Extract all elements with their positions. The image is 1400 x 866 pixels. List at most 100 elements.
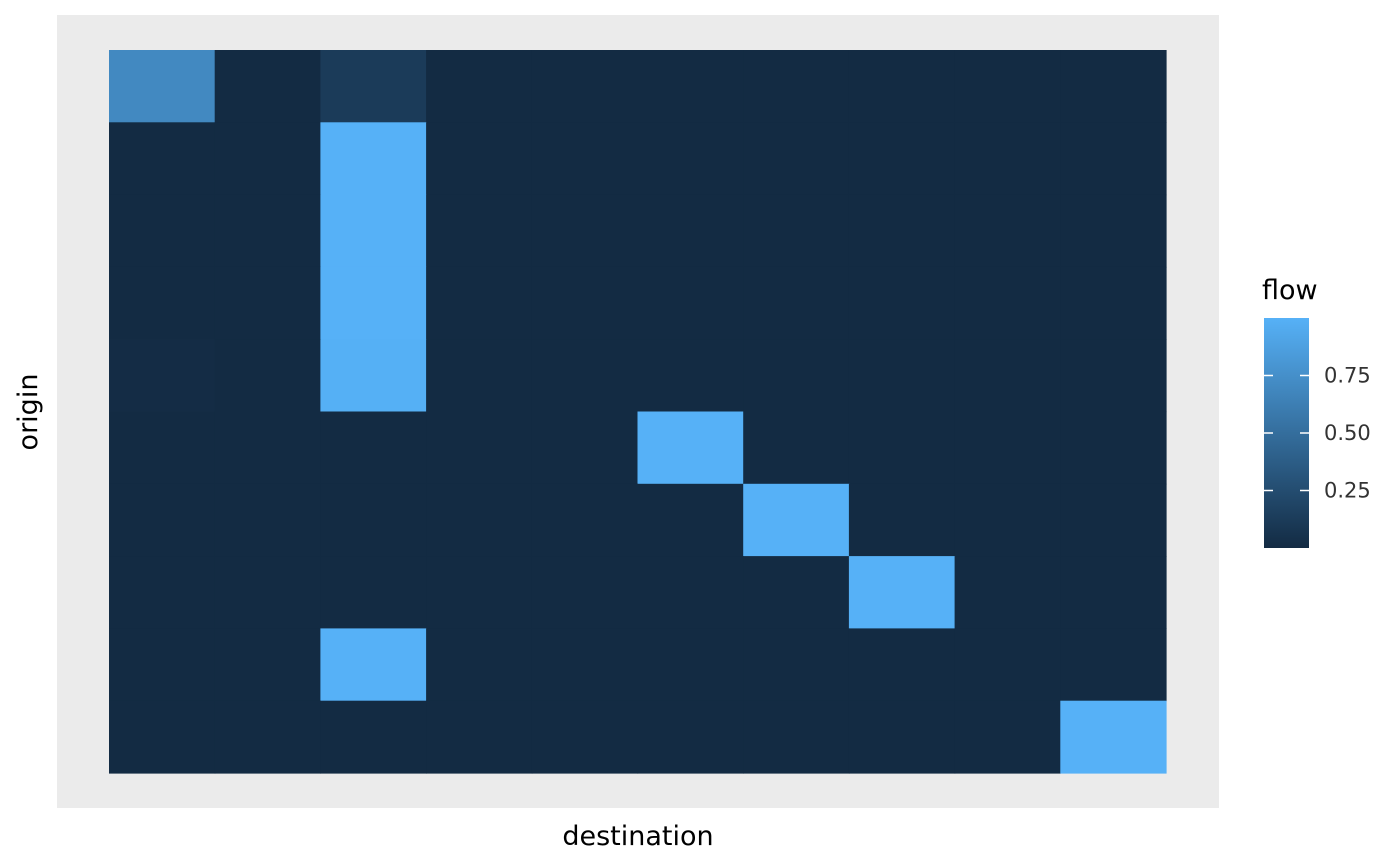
- heatmap-cell-r7-c5: [637, 556, 744, 629]
- heatmap-cell-r4-c8: [954, 339, 1061, 413]
- heatmap-cell-r7-c4: [531, 556, 639, 629]
- heatmap-cell-r3-c2: [320, 266, 427, 340]
- heatmap-cell-r0-c1: [214, 50, 321, 123]
- heatmap-cell-r3-c4: [531, 266, 639, 340]
- heatmap-cell-r6-c7: [848, 483, 956, 557]
- heatmap-cell-r2-c5: [637, 194, 744, 268]
- heatmap-cell-r4-c7: [848, 339, 956, 413]
- heatmap-cell-r9-c1: [214, 700, 321, 774]
- heatmap-cell-r2-c3: [426, 194, 533, 268]
- legend-tick-label-0: 0.25: [1324, 479, 1371, 503]
- heatmap-cell-r3-c3: [426, 266, 533, 340]
- heatmap-cell-r4-c4: [531, 339, 639, 413]
- heatmap-cell-r9-c5: [637, 700, 744, 774]
- heatmap-cell-r5-c4: [531, 411, 639, 485]
- legend: flow 0.25 0.50 0.75: [1262, 275, 1371, 548]
- heatmap-cell-r7-c9: [1060, 556, 1167, 629]
- heatmap-cell-r5-c0: [109, 411, 216, 485]
- heatmap-cell-r5-c5: [637, 411, 744, 485]
- heatmap-cell-r0-c0: [109, 50, 216, 123]
- heatmap-cell-r3-c0: [109, 266, 216, 340]
- heatmap-cell-r4-c1: [214, 339, 321, 413]
- legend-ticks: 0.25 0.50 0.75: [1264, 364, 1371, 503]
- heatmap-cell-r2-c4: [531, 194, 639, 268]
- heatmap-cell-r8-c4: [531, 628, 639, 702]
- heatmap-cell-r1-c0: [109, 122, 216, 196]
- heatmap-cell-r8-c9: [1060, 628, 1167, 702]
- heatmap-cell-r0-c3: [426, 50, 533, 123]
- legend-title: flow: [1262, 275, 1318, 306]
- heatmap-cell-r8-c5: [637, 628, 744, 702]
- heatmap-cell-r0-c9: [1060, 50, 1167, 123]
- heatmap-cell-r4-c6: [743, 339, 850, 413]
- heatmap-cell-r9-c9: [1060, 700, 1167, 774]
- heatmap-cell-r7-c3: [426, 556, 533, 629]
- heatmap-cell-r9-c4: [531, 700, 639, 774]
- heatmap-cell-r7-c1: [214, 556, 321, 629]
- legend-tick-label-1: 0.50: [1324, 421, 1371, 445]
- heatmap-cell-r1-c4: [531, 122, 639, 196]
- heatmap-cell-r0-c6: [743, 50, 850, 123]
- heatmap-cell-r9-c2: [320, 700, 427, 774]
- heatmap-cell-r2-c1: [214, 194, 321, 268]
- heatmap-cell-r9-c7: [848, 700, 956, 774]
- heatmap-cell-r0-c7: [848, 50, 956, 123]
- heatmap-cell-r3-c9: [1060, 266, 1167, 340]
- heatmap-cell-r9-c3: [426, 700, 533, 774]
- heatmap-cell-r2-c8: [954, 194, 1061, 268]
- heatmap-cell-r8-c2: [320, 628, 427, 702]
- heatmap-cell-r2-c6: [743, 194, 850, 268]
- heatmap-cell-r2-c7: [848, 194, 956, 268]
- heatmap-cell-r5-c2: [320, 411, 427, 485]
- heatmap-cell-r2-c9: [1060, 194, 1167, 268]
- heatmap-cell-r1-c2: [320, 122, 427, 196]
- heatmap-cell-r8-c1: [214, 628, 321, 702]
- heatmap-cell-r6-c1: [214, 483, 321, 557]
- heatmap-cell-r5-c7: [848, 411, 956, 485]
- heatmap-cell-r9-c8: [954, 700, 1061, 774]
- heatmap-cell-r1-c3: [426, 122, 533, 196]
- heatmap-cell-r4-c3: [426, 339, 533, 413]
- heatmap-cell-r5-c8: [954, 411, 1061, 485]
- heatmap-cell-r7-c7: [848, 556, 956, 629]
- heatmap-cells: [109, 50, 1167, 774]
- heatmap-cell-r8-c6: [743, 628, 850, 702]
- heatmap-cell-r5-c3: [426, 411, 533, 485]
- heatmap-cell-r4-c0: [109, 339, 216, 413]
- heatmap-cell-r5-c9: [1060, 411, 1167, 485]
- heatmap-cell-r7-c8: [954, 556, 1061, 629]
- heatmap-cell-r0-c8: [954, 50, 1061, 123]
- heatmap-cell-r9-c6: [743, 700, 850, 774]
- heatmap-cell-r4-c2: [320, 339, 427, 413]
- heatmap-cell-r5-c1: [214, 411, 321, 485]
- heatmap-cell-r4-c9: [1060, 339, 1167, 413]
- heatmap-cell-r2-c2: [320, 194, 427, 268]
- heatmap-cell-r6-c4: [531, 483, 639, 557]
- heatmap-cell-r7-c2: [320, 556, 427, 629]
- heatmap-cell-r1-c9: [1060, 122, 1167, 196]
- heatmap-cell-r5-c6: [743, 411, 850, 485]
- heatmap-cell-r8-c8: [954, 628, 1061, 702]
- x-axis-title: destination: [562, 821, 713, 852]
- heatmap-cell-r0-c5: [637, 50, 744, 123]
- heatmap-cell-r6-c3: [426, 483, 533, 557]
- legend-tick-label-2: 0.75: [1324, 364, 1371, 388]
- heatmap-cell-r8-c3: [426, 628, 533, 702]
- y-axis-title: origin: [13, 374, 44, 451]
- heatmap-cell-r8-c0: [109, 628, 216, 702]
- heatmap-cell-r1-c8: [954, 122, 1061, 196]
- heatmap-cell-r1-c6: [743, 122, 850, 196]
- heatmap-cell-r6-c6: [743, 483, 850, 557]
- heatmap-cell-r6-c0: [109, 483, 216, 557]
- heatmap-cell-r1-c5: [637, 122, 744, 196]
- heatmap-cell-r0-c4: [531, 50, 639, 123]
- heatmap-cell-r1-c1: [214, 122, 321, 196]
- heatmap-cell-r7-c6: [743, 556, 850, 629]
- heatmap-cell-r9-c0: [109, 700, 216, 774]
- heatmap-cell-r7-c0: [109, 556, 216, 629]
- heatmap-cell-r1-c7: [848, 122, 956, 196]
- heatmap-cell-r6-c2: [320, 483, 427, 557]
- heatmap-cell-r3-c8: [954, 266, 1061, 340]
- heatmap-cell-r4-c5: [637, 339, 744, 413]
